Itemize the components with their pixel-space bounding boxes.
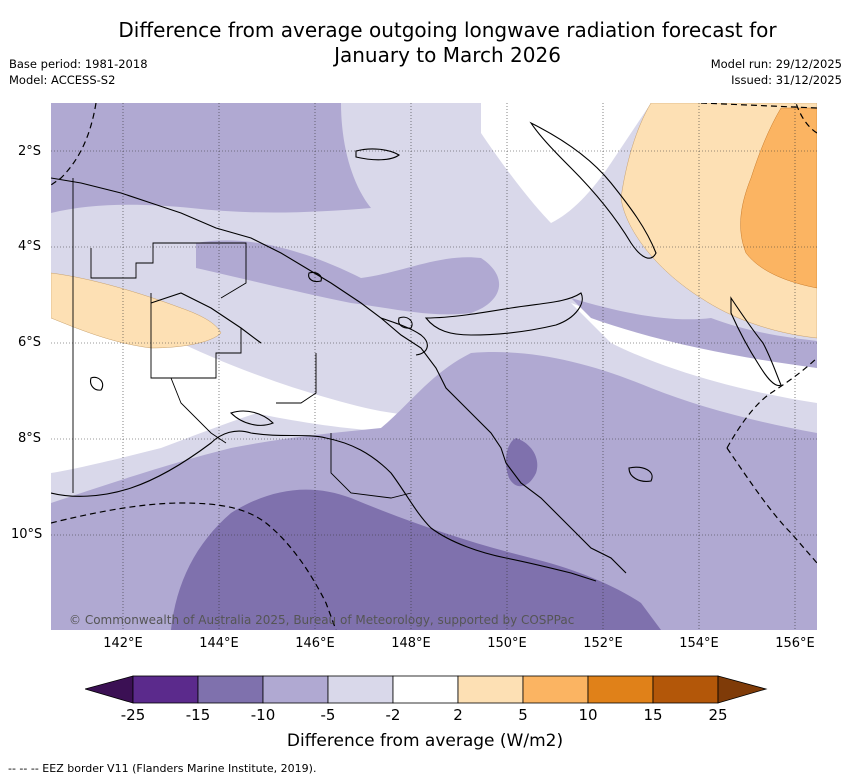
graticule [51, 103, 817, 630]
orange-mid-northeast [740, 107, 817, 289]
lon-label: 156°E [775, 636, 815, 651]
model-name: Model: ACCESS-S2 [9, 73, 116, 87]
colorbar-tick: 10 [578, 706, 598, 724]
colorbar-tick: 2 [453, 706, 463, 724]
lat-label: 2°S [18, 144, 42, 159]
lon-label: 152°E [583, 636, 623, 651]
map-title: Difference from average outgoing longwav… [0, 18, 850, 68]
colorbar-swatch [132, 675, 199, 704]
meta-left: Base period: 1981-2018 Model: ACCESS-S2 [9, 56, 148, 88]
colorbar-tick: -5 [320, 706, 336, 724]
lon-label: 142°E [103, 636, 143, 651]
lat-label: 4°S [18, 239, 42, 254]
colorbar-tick: 25 [708, 706, 728, 724]
lat-label: 10°S [11, 527, 43, 542]
map-credit: © Commonwealth of Australia 2025, Bureau… [69, 613, 575, 627]
lat-label: 6°S [18, 335, 42, 350]
title-line-2: January to March 2026 [334, 43, 561, 67]
colorbar-swatch [652, 675, 719, 704]
map-panel [51, 103, 817, 630]
lon-label: 150°E [487, 636, 527, 651]
colorbar-tick: -2 [385, 706, 401, 724]
colorbar-tick: 5 [518, 706, 528, 724]
colorbar-swatch [392, 675, 459, 704]
eez-legend: -- -- -- EEZ border V11 (Flanders Marine… [8, 762, 316, 775]
dark-lavender-south [171, 489, 661, 630]
colorbar-swatch [197, 675, 264, 704]
mid-lavender-northwest [51, 103, 371, 213]
eez-legend-dashes: -- -- [8, 762, 28, 775]
map-svg [51, 103, 817, 630]
lon-label: 146°E [295, 636, 335, 651]
lon-label: 148°E [391, 636, 431, 651]
title-line-1: Difference from average outgoing longwav… [118, 18, 777, 42]
colorbar-under-arrow [83, 675, 134, 704]
colorbar-tick: -15 [185, 706, 211, 724]
colorbar-svg [83, 675, 768, 704]
mid-lavender-central [196, 240, 500, 315]
colorbar [83, 675, 770, 709]
meta-right: Model run: 29/12/2025 Issued: 31/12/2025 [711, 56, 842, 88]
lat-label: 8°S [18, 431, 42, 446]
eez-legend-text: -- EEZ border V11 (Flanders Marine Insti… [30, 762, 317, 775]
mid-lavender-patch-east [571, 298, 817, 368]
provincial-borders [72, 178, 412, 499]
coastlines [51, 121, 782, 582]
colorbar-tick: -25 [120, 706, 146, 724]
colorbar-swatch [587, 675, 654, 704]
colorbar-tick: -10 [250, 706, 276, 724]
orange-light-west [51, 272, 222, 349]
white-region-west [51, 343, 291, 473]
eez-borders [51, 103, 817, 630]
colorbar-swatch [327, 675, 394, 704]
base-period: Base period: 1981-2018 [9, 57, 148, 71]
model-run: Model run: 29/12/2025 [710, 57, 842, 71]
colorbar-tick: 15 [643, 706, 663, 724]
lon-label: 144°E [199, 636, 239, 651]
colorbar-swatch [522, 675, 589, 704]
issued-date: Issued: 31/12/2025 [731, 73, 842, 87]
colorbar-over-arrow [717, 675, 768, 704]
colorbar-swatch [262, 675, 329, 704]
colorbar-swatch [457, 675, 524, 704]
colorbar-label: Difference from average (W/m2) [286, 731, 564, 751]
lon-label: 154°E [679, 636, 719, 651]
